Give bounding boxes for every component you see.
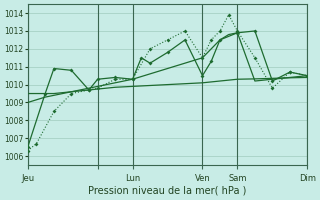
X-axis label: Pression niveau de la mer( hPa ): Pression niveau de la mer( hPa ) — [88, 186, 247, 196]
